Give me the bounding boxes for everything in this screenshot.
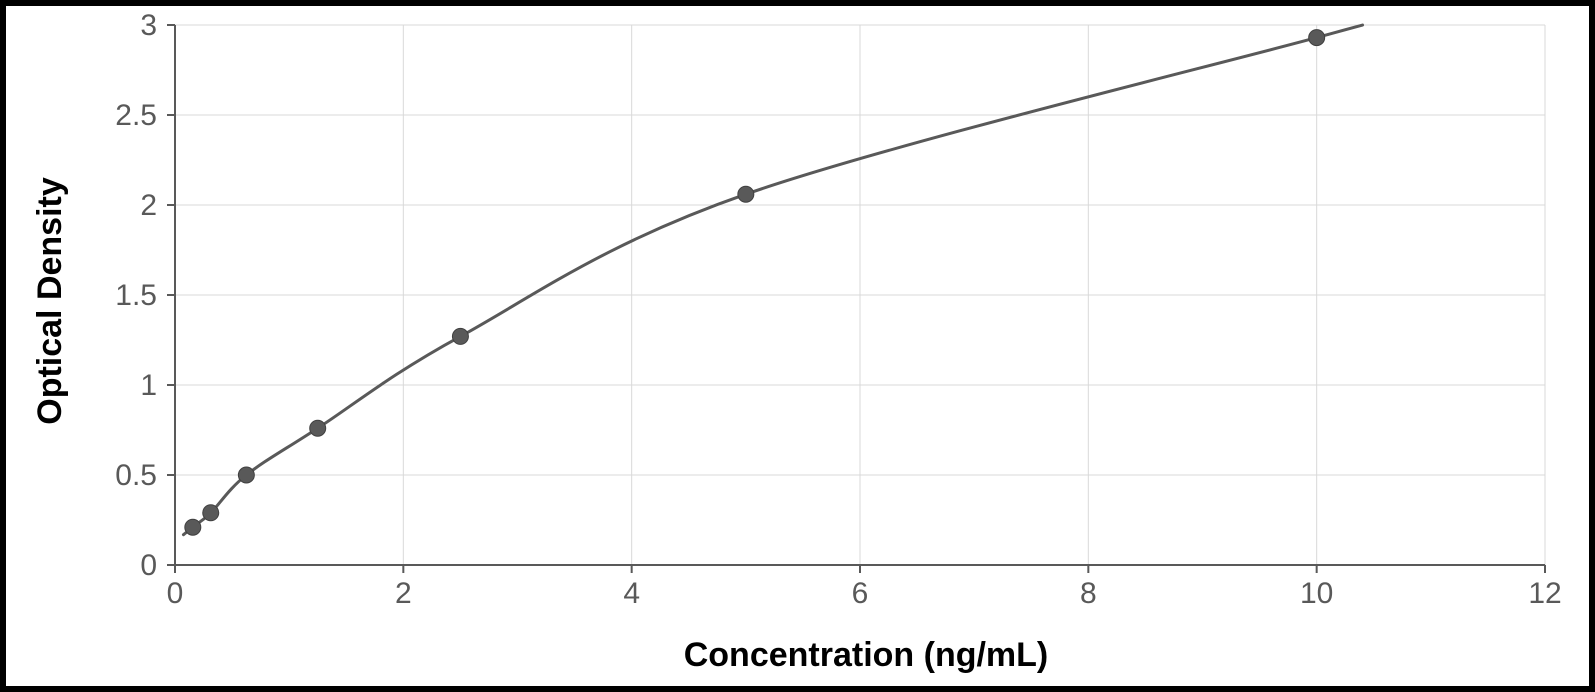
x-tick-label: 4 <box>623 577 640 610</box>
data-point <box>738 186 754 202</box>
x-axis-title: Concentration (ng/mL) <box>684 636 1049 674</box>
x-tick-label: 10 <box>1300 577 1333 610</box>
y-tick-label: 2.5 <box>115 99 157 132</box>
y-tick-label: 2 <box>140 189 157 222</box>
y-tick-label: 0 <box>140 549 157 582</box>
data-point <box>1309 30 1325 46</box>
data-point <box>203 505 219 521</box>
chart-svg: 0 2 4 6 8 10 12 0 0.5 1 1.5 2 2.5 3 Optical Density C… <box>6 6 1589 686</box>
data-point <box>185 519 201 535</box>
x-tick-label: 8 <box>1080 577 1097 610</box>
tick-marks <box>167 25 1545 573</box>
y-tick-label: 0.5 <box>115 459 157 492</box>
data-point <box>310 420 326 436</box>
data-point <box>452 328 468 344</box>
chart-frame: 0 2 4 6 8 10 12 0 0.5 1 1.5 2 2.5 3 Optical Density C… <box>0 0 1595 692</box>
y-tick-label: 1 <box>140 369 157 402</box>
y-tick-label: 3 <box>140 9 157 42</box>
x-tick-label: 12 <box>1528 577 1561 610</box>
data-points <box>185 30 1325 536</box>
y-tick-label: 1.5 <box>115 279 157 312</box>
grid <box>175 25 1545 565</box>
x-tick-label: 2 <box>395 577 412 610</box>
x-tick-label: 6 <box>852 577 869 610</box>
tick-labels: 0 2 4 6 8 10 12 0 0.5 1 1.5 2 2.5 3 <box>115 9 1561 610</box>
x-tick-label: 0 <box>167 577 184 610</box>
data-point <box>238 467 254 483</box>
y-axis-title: Optical Density <box>31 177 69 425</box>
fitted-curve <box>183 25 1362 535</box>
